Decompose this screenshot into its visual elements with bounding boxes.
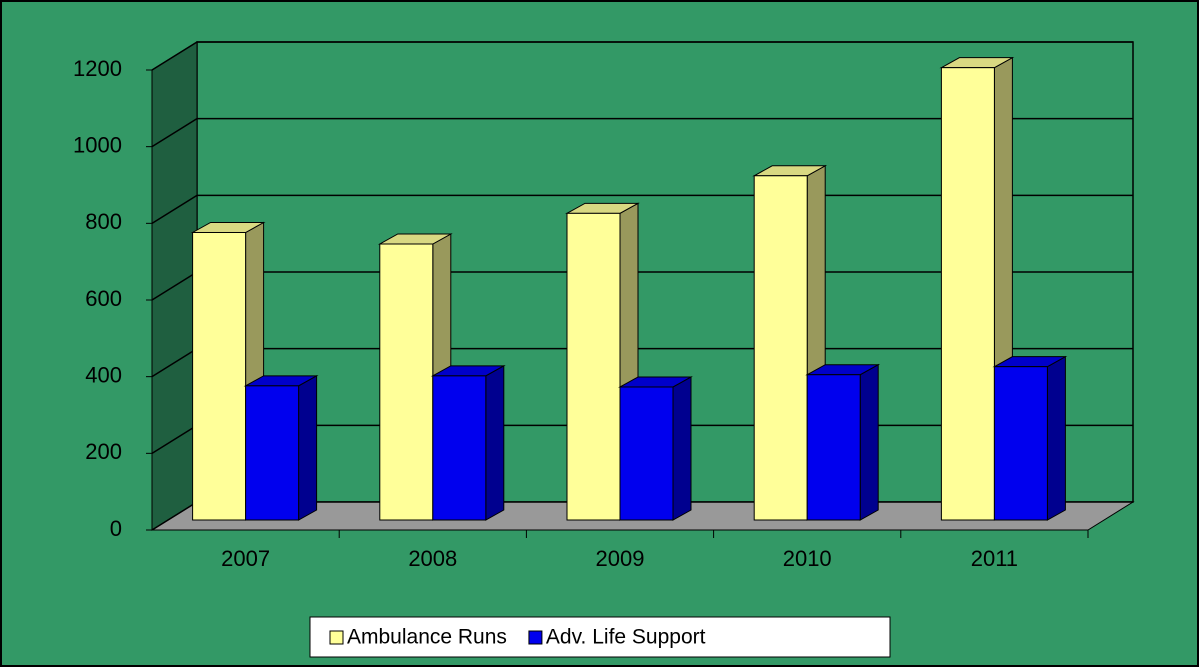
x-tick-label: 2011 xyxy=(971,546,1018,571)
bar xyxy=(192,232,247,521)
bar xyxy=(245,385,300,521)
y-tick-label: 600 xyxy=(85,286,122,311)
bar-side xyxy=(485,365,505,521)
legend-swatch xyxy=(528,630,543,645)
bar xyxy=(619,386,674,521)
y-tick-label: 0 xyxy=(110,516,122,541)
grid-line xyxy=(151,117,1133,148)
bar xyxy=(806,374,861,521)
bar-side xyxy=(859,363,879,521)
legend-label: Adv. Life Support xyxy=(546,626,706,649)
legend-box xyxy=(309,616,891,658)
x-tick-label: 2008 xyxy=(408,546,457,571)
bar-side xyxy=(1046,355,1066,521)
x-tick-label: 2007 xyxy=(221,546,270,571)
y-tick-label: 1000 xyxy=(73,132,122,157)
bar xyxy=(432,375,487,521)
bar xyxy=(940,67,995,521)
legend-label: Ambulance Runs xyxy=(347,626,507,649)
bar-side xyxy=(672,376,692,521)
bar-side xyxy=(298,374,318,521)
x-tick-label: 2010 xyxy=(783,546,832,571)
x-tick-label: 2009 xyxy=(596,546,645,571)
grid-line xyxy=(151,41,1133,71)
bar xyxy=(753,175,808,521)
bar xyxy=(993,366,1048,521)
y-tick-label: 800 xyxy=(85,209,122,234)
y-tick-label: 1200 xyxy=(73,56,122,81)
bar xyxy=(566,212,621,521)
bar xyxy=(379,243,434,521)
y-tick-label: 200 xyxy=(85,439,122,464)
legend-swatch xyxy=(329,630,344,645)
y-tick-label: 400 xyxy=(85,362,122,387)
